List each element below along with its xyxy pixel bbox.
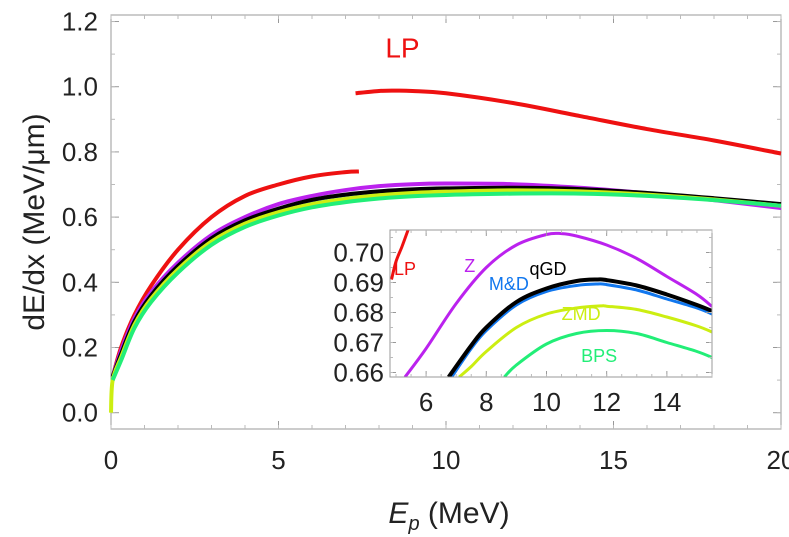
x-tick-label: 20 — [767, 445, 789, 475]
y-tick-label: 0.69 — [333, 268, 384, 298]
y-tick-label: 0.8 — [62, 137, 98, 167]
series-line-4 — [110, 185, 782, 378]
x-tick-label: 10 — [432, 445, 461, 475]
series-line-1 — [355, 88, 782, 156]
y-tick-label: 0.4 — [62, 267, 98, 297]
inset-series — [390, 230, 712, 377]
inset-label-lp: LP — [394, 259, 416, 279]
y-tick-label: 0.68 — [333, 298, 384, 328]
y-tick-label: 0.70 — [333, 238, 384, 268]
main-ticks — [110, 15, 782, 429]
x-axis-label: Ep (MeV) — [388, 497, 509, 535]
x-tick-label: 14 — [652, 387, 681, 417]
inset-ticks — [390, 230, 713, 377]
main-series — [109, 88, 782, 413]
x-tick-label: 10 — [532, 387, 561, 417]
y-tick-label: 1.2 — [62, 7, 98, 37]
annotation-lp: LP — [385, 32, 419, 63]
x-tick-label: 15 — [599, 445, 628, 475]
x-axis-label-symbol: E — [388, 497, 409, 530]
x-tick-label: 8 — [479, 387, 493, 417]
x-tick-label: 6 — [419, 387, 433, 417]
inset-label-m-d: M&D — [489, 274, 529, 294]
main-tick-labels: 0 5 10 15 20 0.0 0.2 0.4 0.6 0.8 1.0 1.2 — [62, 7, 789, 475]
y-tick-label: 0.6 — [62, 202, 98, 232]
inset-label-qgd: qGD — [529, 259, 566, 279]
y-tick-label: 0.67 — [333, 328, 384, 358]
x-axis-label-unit: (MeV) — [420, 497, 510, 530]
y-axis-label: dE/dx (MeV/μm) — [18, 113, 51, 330]
main-annotations: LP — [385, 32, 419, 63]
series-line-lp — [390, 230, 410, 280]
series-line-m-d — [450, 282, 712, 377]
inset-label-bps: BPS — [581, 346, 617, 366]
y-tick-label: 0.66 — [333, 358, 384, 388]
y-tick-label: 1.0 — [62, 72, 98, 102]
x-tick-label: 0 — [104, 445, 118, 475]
y-tick-label: 0.2 — [62, 333, 98, 363]
x-axis-label-subscript: p — [407, 513, 419, 535]
y-tick-label: 0.0 — [62, 398, 98, 428]
inset-label-zmd: ZMD — [562, 304, 601, 324]
series-line-zmd — [458, 304, 712, 377]
series-line-bps — [503, 328, 712, 377]
series-line-6 — [110, 191, 782, 381]
series-line-z — [403, 231, 712, 377]
x-tick-label: 5 — [271, 445, 285, 475]
inset-tick-labels: 6 8 10 12 14 0.660.670.680.690.70 — [333, 238, 681, 418]
inset-label-z: Z — [464, 256, 475, 276]
inset-background — [390, 230, 712, 377]
inset-frame — [389, 229, 713, 378]
series-line-qgd — [447, 277, 712, 377]
x-tick-label: 12 — [592, 387, 621, 417]
